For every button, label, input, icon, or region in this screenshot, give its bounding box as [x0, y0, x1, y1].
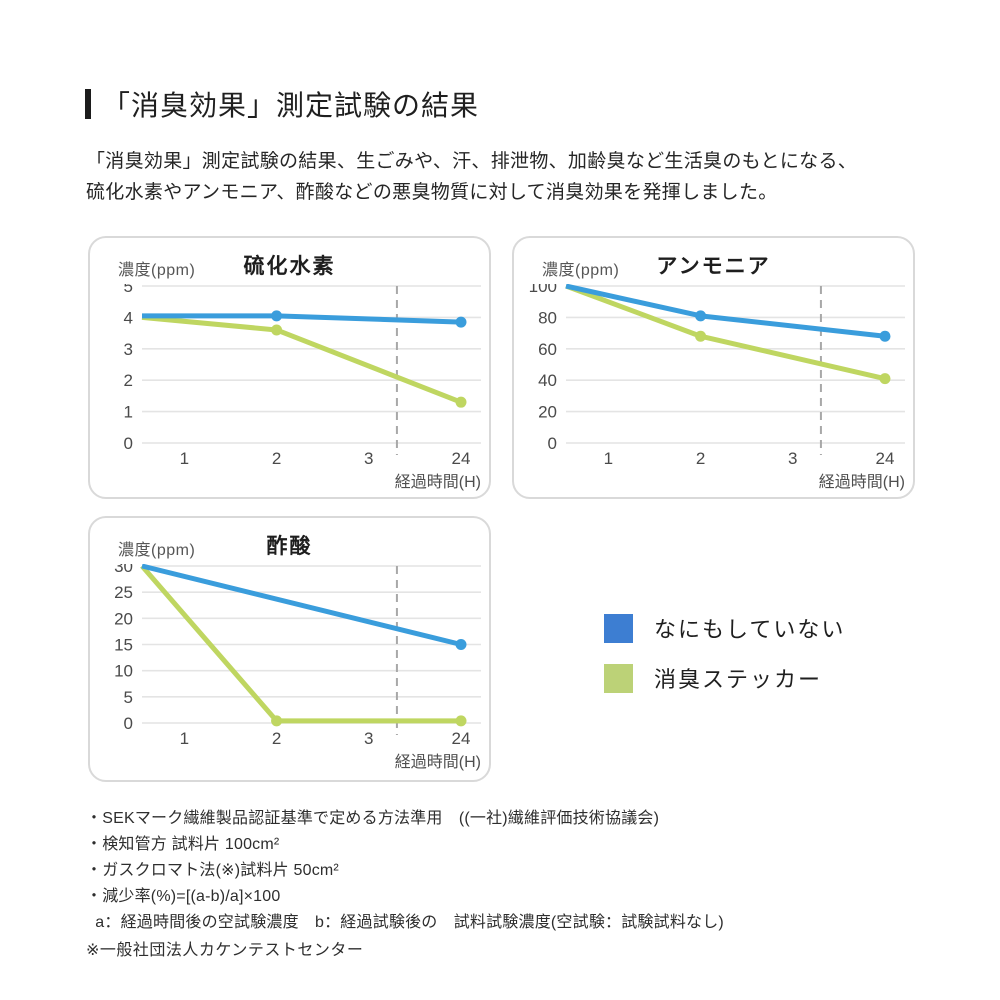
svg-text:24: 24	[452, 729, 471, 748]
svg-text:1: 1	[604, 449, 613, 468]
svg-text:4: 4	[124, 308, 133, 327]
page-title-text: 「消臭効果」測定試験の結果	[102, 90, 480, 121]
svg-text:0: 0	[124, 434, 133, 453]
footnote-line: ・ガスクロマト法(※)試料片 50cm²	[86, 862, 339, 879]
svg-text:100: 100	[529, 284, 557, 296]
svg-text:5: 5	[124, 688, 133, 707]
chart-title: 酢酸	[266, 535, 313, 558]
footnote-line: ・検知管方 試料片 100cm²	[86, 836, 280, 853]
svg-text:2: 2	[272, 449, 281, 468]
svg-text:0: 0	[548, 434, 557, 453]
svg-text:2: 2	[696, 449, 705, 468]
svg-text:1: 1	[124, 403, 133, 422]
line-chart-acetic-acid: 0 5 10 15 20 25 30 1 2 3 24 経過時間(H)	[114, 564, 481, 771]
svg-text:10: 10	[114, 662, 133, 681]
svg-text:20: 20	[114, 609, 133, 628]
y-axis-label: 濃度(ppm)	[118, 542, 196, 559]
title-accent-bar-icon	[85, 89, 91, 119]
svg-text:80: 80	[538, 308, 557, 327]
y-axis-label: 濃度(ppm)	[118, 262, 196, 279]
svg-text:1: 1	[180, 449, 189, 468]
chart-title: アンモニア	[656, 255, 771, 278]
svg-text:20: 20	[538, 403, 557, 422]
svg-text:1: 1	[180, 729, 189, 748]
y-axis-label: 濃度(ppm)	[542, 262, 620, 279]
chart-panel-acetic-acid: 濃度(ppm) 酢酸 0 5 10 15 20 25 30 1 2 3 24 経過時間(H)	[88, 516, 491, 782]
legend-swatch-blue-icon	[604, 613, 633, 643]
footnote-line: a：経過時間後の空試験濃度 b：経過試験後の 試料試験濃度(空試験：試験試料なし…	[86, 914, 724, 931]
svg-text:40: 40	[538, 371, 557, 390]
svg-text:0: 0	[124, 714, 133, 733]
footnote-line: ・減少率(%)=[(a-b)/a]×100	[86, 888, 281, 905]
svg-text:3: 3	[788, 449, 797, 468]
svg-text:24: 24	[452, 449, 471, 468]
svg-text:60: 60	[538, 340, 557, 359]
legend-item-untreated: なにもしていない	[604, 612, 845, 644]
legend-label: 消臭ステッカー	[654, 667, 823, 692]
svg-text:3: 3	[364, 449, 373, 468]
chart-header: 濃度(ppm) 硫化水素	[96, 250, 483, 284]
legend-label: なにもしていない	[654, 617, 846, 642]
svg-text:経過時間(H): 経過時間(H)	[819, 473, 905, 491]
legend-item-deodorant-sticker: 消臭ステッカー	[604, 662, 845, 694]
page-title: 「消臭効果」測定試験の結果	[85, 84, 479, 124]
svg-text:2: 2	[124, 371, 133, 390]
footnote-source: ※一般社団法人カケンテストセンター	[86, 942, 364, 959]
chart-panel-hydrogen-sulfide: 濃度(ppm) 硫化水素 0 1 2 3 4 5 1 2 3 24 経過時間(H)	[88, 236, 491, 499]
footnote-line: ・SEKマーク繊維製品認証基準で定める方法準用 ((一社)繊維評価技術協議会)	[86, 810, 660, 827]
chart-header: 濃度(ppm) 酢酸	[96, 530, 483, 564]
intro-line-2: 硫化水素やアンモニア、酢酸などの悪臭物質に対して消臭効果を発揮しました。	[86, 182, 778, 203]
svg-text:24: 24	[876, 449, 895, 468]
chart-title: 硫化水素	[243, 255, 336, 278]
line-chart-ammonia: 0 20 40 60 80 100 1 2 3 24 経過時間(H)	[529, 284, 905, 491]
svg-text:経過時間(H): 経過時間(H)	[395, 473, 481, 491]
svg-text:2: 2	[272, 729, 281, 748]
legend-swatch-green-icon	[604, 663, 633, 693]
chart-header: 濃度(ppm) アンモニア	[520, 250, 907, 284]
svg-text:5: 5	[124, 284, 133, 296]
footnotes-list: ・SEKマーク繊維製品認証基準で定める方法準用 ((一社)繊維評価技術協議会) …	[86, 806, 946, 936]
svg-text:30: 30	[114, 564, 133, 576]
svg-text:15: 15	[114, 636, 133, 655]
svg-text:3: 3	[124, 340, 133, 359]
chart-legend: なにもしていない 消臭ステッカー	[604, 612, 845, 712]
chart-panel-ammonia: 濃度(ppm) アンモニア 0 20 40 60 80 100 1 2 3 24 経過時間(H)	[512, 236, 915, 499]
intro-line-1: 「消臭効果」測定試験の結果、生ごみや、汗、排泄物、加齢臭など生活臭のもとになる、	[86, 151, 858, 172]
svg-text:経過時間(H): 経過時間(H)	[395, 753, 481, 771]
svg-text:3: 3	[364, 729, 373, 748]
svg-text:25: 25	[114, 583, 133, 602]
intro-paragraph: 「消臭効果」測定試験の結果、生ごみや、汗、排泄物、加齢臭など生活臭のもとになる、…	[86, 146, 857, 208]
line-chart-hydrogen-sulfide: 0 1 2 3 4 5 1 2 3 24 経過時間(H)	[124, 284, 481, 491]
